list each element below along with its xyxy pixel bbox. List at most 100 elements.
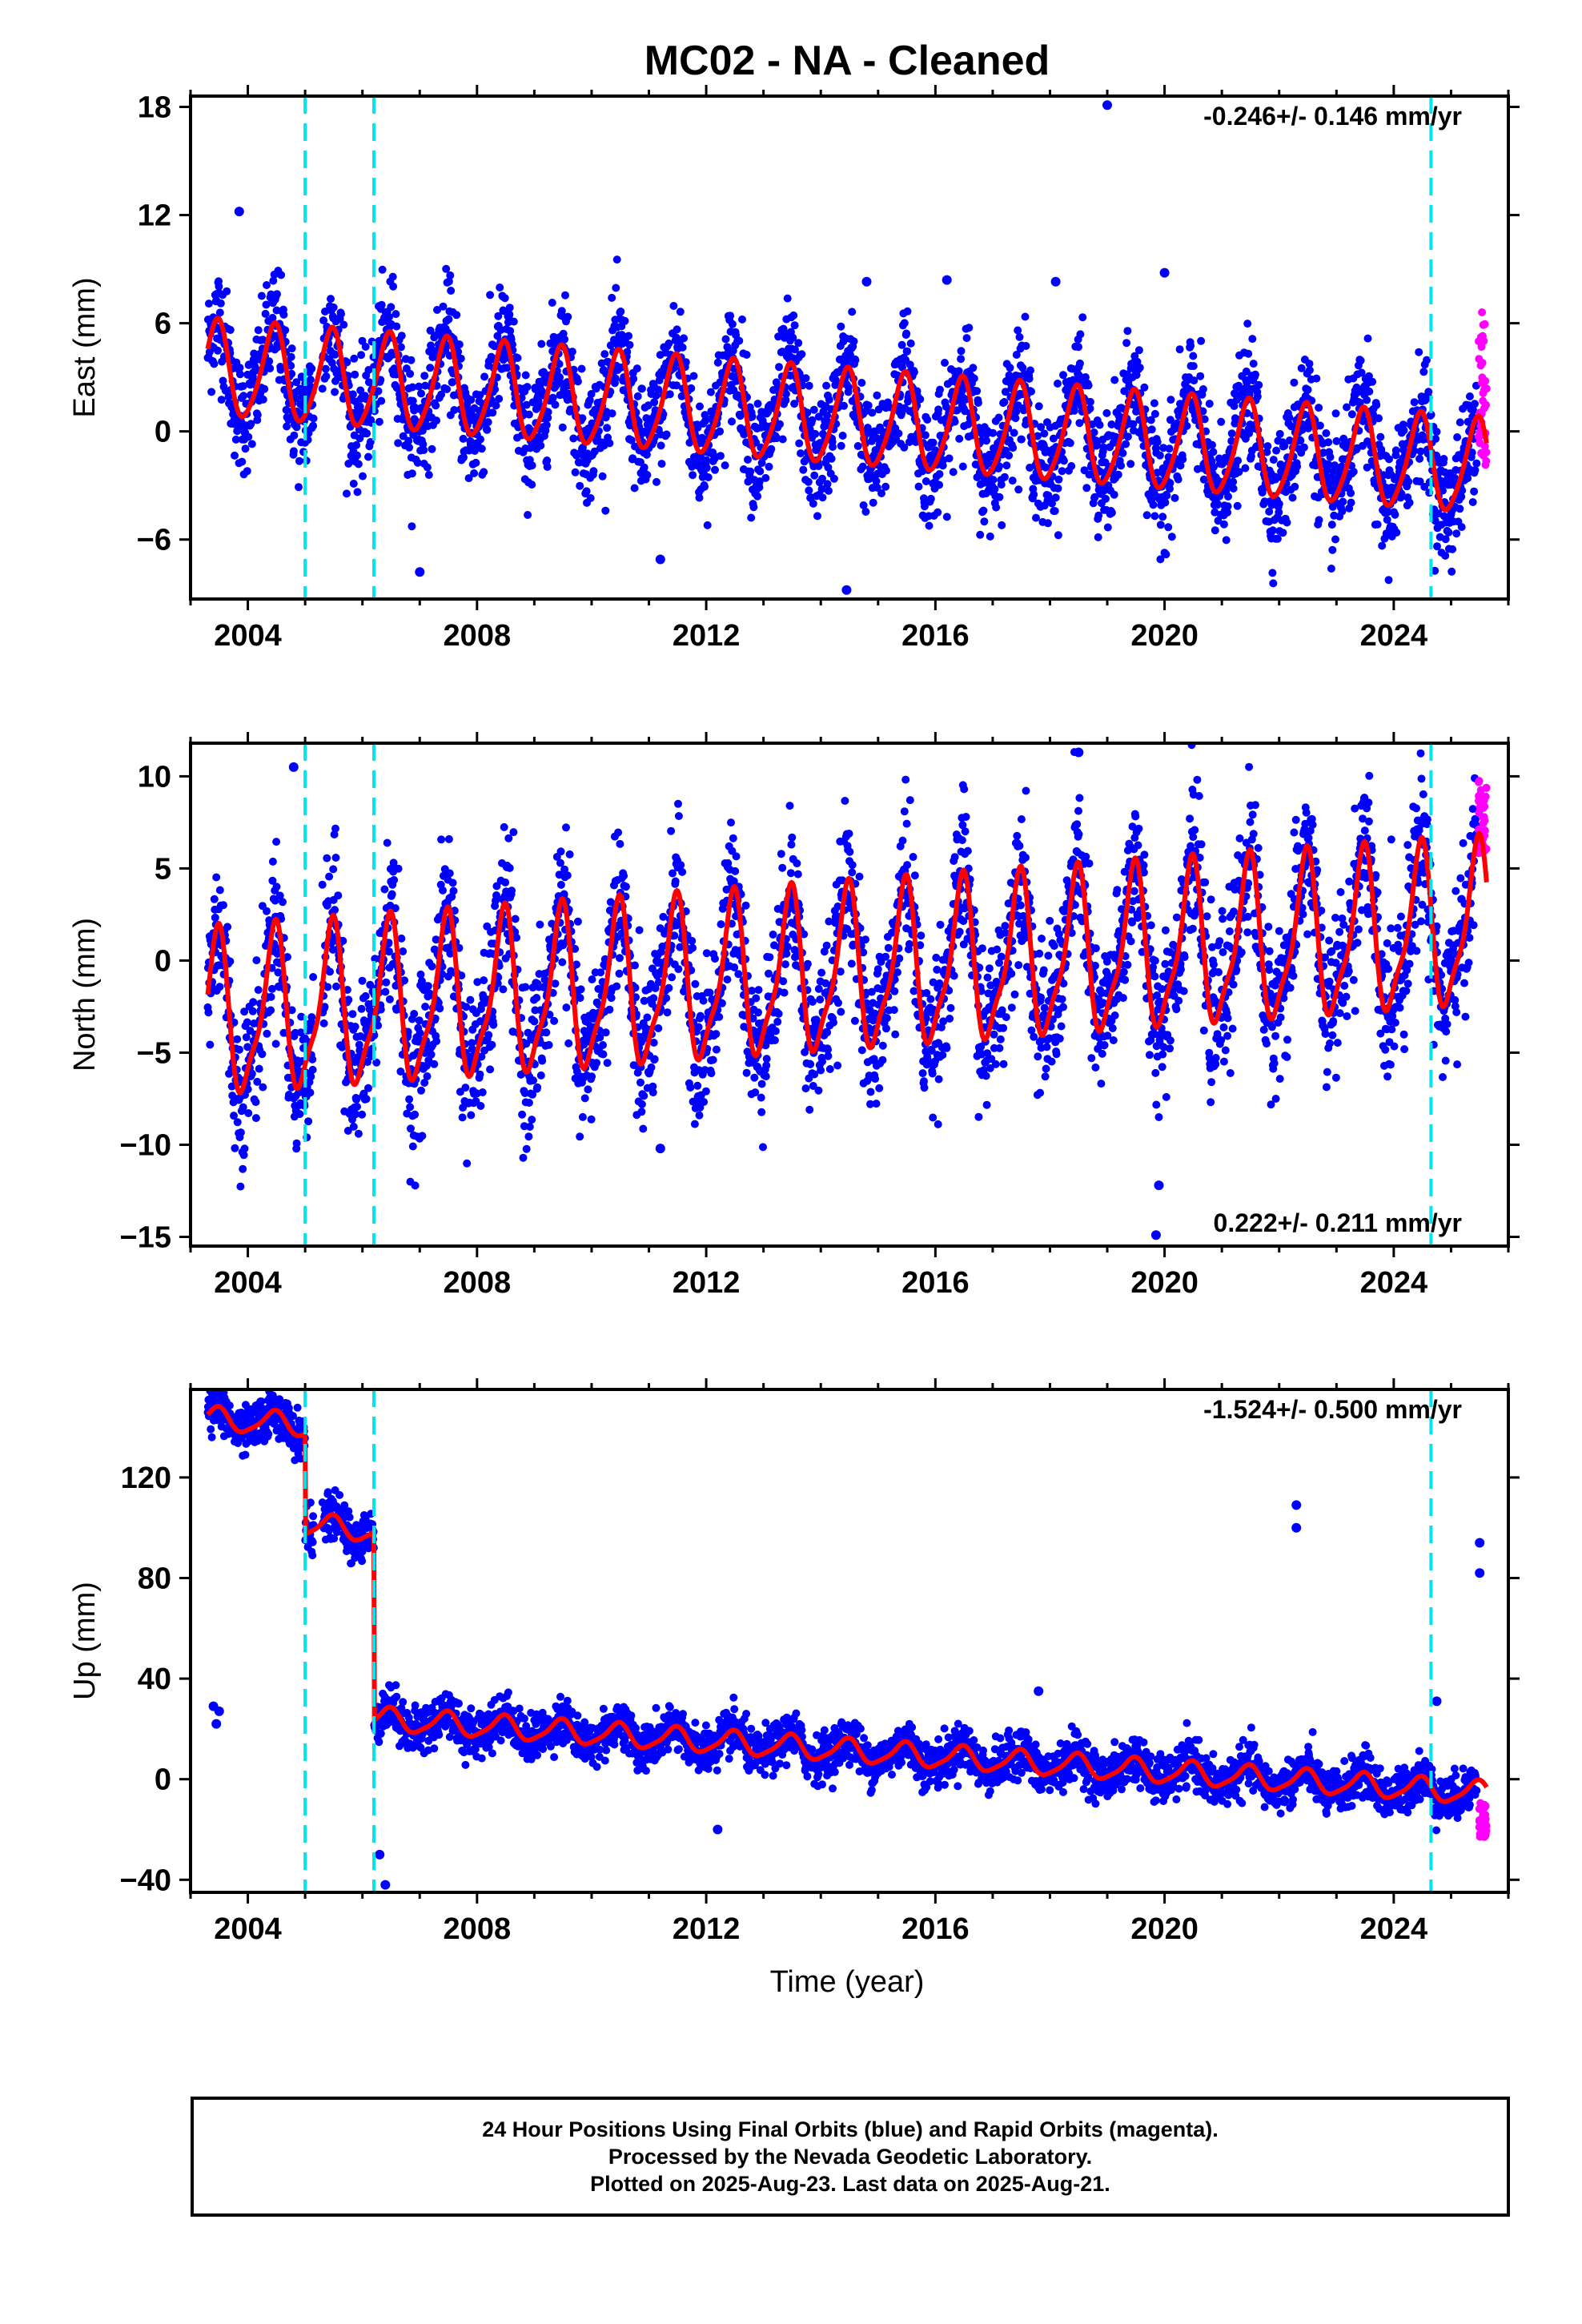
data-point <box>914 482 923 491</box>
data-point <box>1416 447 1425 456</box>
data-point <box>1214 500 1222 509</box>
data-point <box>295 1110 304 1119</box>
data-point <box>648 1088 657 1097</box>
data-point <box>331 824 339 833</box>
data-point <box>982 436 991 445</box>
data-point <box>233 1118 242 1127</box>
data-point <box>268 857 277 866</box>
data-point <box>1054 484 1062 493</box>
data-point <box>460 453 468 462</box>
data-point <box>525 1123 534 1131</box>
data-point <box>955 434 964 443</box>
data-point <box>236 1128 245 1137</box>
data-point <box>353 488 362 497</box>
data-point <box>295 483 303 492</box>
data-point <box>1196 372 1205 380</box>
data-point <box>1372 400 1381 409</box>
data-point <box>1219 520 1228 529</box>
data-point <box>405 1095 414 1104</box>
data-point <box>1343 403 1351 412</box>
data-point <box>699 996 708 1005</box>
data-point <box>1067 462 1076 470</box>
data-point <box>803 408 812 417</box>
data-point <box>578 443 587 452</box>
data-point <box>1324 438 1333 447</box>
data-point <box>1123 327 1132 336</box>
data-point <box>1162 550 1170 559</box>
data-point <box>1086 397 1094 406</box>
data-point <box>1135 364 1144 372</box>
data-point <box>262 300 271 309</box>
data-point <box>817 485 826 493</box>
data-point <box>965 324 974 332</box>
data-point <box>1150 399 1158 408</box>
data-point <box>1158 513 1167 521</box>
data-point <box>902 329 911 338</box>
data-point <box>1011 414 1020 423</box>
data-point <box>877 489 885 497</box>
data-point <box>287 361 295 370</box>
data-point <box>279 310 288 319</box>
data-point <box>1042 463 1050 472</box>
data-point <box>757 1080 766 1088</box>
rate-label-east: -0.246+/- 0.146 mm/yr <box>1203 102 1462 131</box>
data-point <box>957 347 966 356</box>
data-point <box>467 1111 476 1120</box>
data-point <box>1331 409 1340 418</box>
data-point <box>612 283 620 292</box>
data-point <box>532 994 541 1002</box>
data-point <box>616 308 625 316</box>
data-point <box>1272 446 1281 455</box>
data-point <box>791 345 799 354</box>
data-point <box>605 1005 614 1014</box>
data-point <box>706 388 715 396</box>
data-point <box>344 460 353 468</box>
data-point <box>1110 376 1119 384</box>
data-point <box>509 828 518 837</box>
x-tick-label: 2008 <box>444 619 512 653</box>
data-point <box>781 390 790 398</box>
data-point <box>281 326 290 335</box>
data-point <box>1059 371 1067 380</box>
data-point <box>266 364 275 372</box>
y-tick-label: −6 <box>137 524 171 557</box>
data-point <box>1275 500 1283 509</box>
data-point <box>1094 533 1102 541</box>
data-point <box>408 1142 417 1151</box>
data-point <box>665 390 674 399</box>
data-point <box>556 373 564 382</box>
data-point <box>287 344 296 353</box>
data-point <box>640 463 648 472</box>
data-point <box>243 1018 251 1027</box>
data-point <box>973 387 982 396</box>
data-point <box>359 472 367 480</box>
data-point <box>603 424 612 432</box>
data-point <box>741 901 750 910</box>
data-point <box>470 469 479 477</box>
data-point <box>219 901 227 910</box>
data-point <box>818 474 826 483</box>
data-point <box>483 425 492 434</box>
data-point <box>537 340 546 348</box>
data-point <box>1186 341 1195 350</box>
data-point <box>1014 401 1022 410</box>
data-point <box>1347 489 1355 497</box>
data-point <box>1189 352 1198 360</box>
data-point <box>564 1039 573 1047</box>
data-point <box>868 408 877 417</box>
data-point <box>825 396 833 404</box>
data-point <box>704 473 713 481</box>
data-point <box>518 1110 527 1119</box>
data-point <box>215 282 223 291</box>
data-point <box>390 875 399 884</box>
data-point <box>466 995 475 1004</box>
data-point <box>689 943 697 952</box>
data-point <box>461 1084 470 1092</box>
data-point <box>377 300 386 309</box>
rapid-point <box>1479 396 1488 405</box>
data-point <box>701 411 709 420</box>
data-point <box>1456 418 1464 427</box>
data-point <box>742 351 751 359</box>
data-point <box>1471 466 1480 474</box>
data-point <box>214 346 222 355</box>
